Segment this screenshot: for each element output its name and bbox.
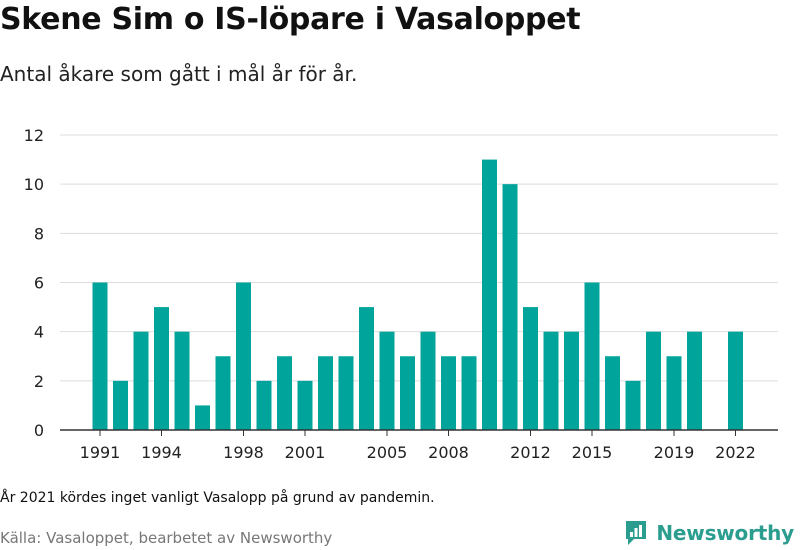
x-tick-label: 2008: [428, 443, 469, 462]
bar: [482, 159, 497, 431]
bar: [133, 331, 149, 430]
bar: [338, 356, 354, 430]
bar: [92, 282, 108, 430]
x-tick-label: 2019: [654, 443, 695, 462]
bar: [215, 356, 231, 430]
bar: [564, 331, 579, 430]
y-tick-label: 8: [34, 224, 44, 243]
chart-source: Källa: Vasaloppet, bearbetet av Newswort…: [0, 529, 333, 547]
x-axis-tick-labels: 1991 1994 1998 2001 2005 2008 2012 2015 2019 2022: [80, 430, 756, 462]
bar: [277, 356, 292, 430]
x-tick-label: 1991: [80, 443, 121, 462]
chart-subtitle: Antal åkare som gått i mål år för år.: [0, 62, 358, 86]
y-tick-label: 2: [34, 372, 44, 391]
bar: [359, 307, 374, 430]
bar: [625, 380, 641, 430]
brand-logo: Newsworthy: [624, 519, 794, 547]
bar: [256, 380, 272, 430]
bar: [666, 356, 682, 430]
bar: [379, 331, 395, 430]
x-tick-label: 2015: [572, 443, 613, 462]
bar: [502, 184, 518, 430]
bar: [584, 282, 600, 430]
y-tick-label: 6: [34, 274, 44, 293]
y-tick-label: 10: [24, 175, 44, 194]
bar: [728, 331, 743, 430]
newsworthy-logo-icon: [626, 521, 647, 545]
chart-note: År 2021 kördes inget vanligt Vasalopp på…: [0, 490, 435, 506]
bar: [605, 356, 620, 430]
x-tick-label: 2022: [715, 443, 756, 462]
x-tick-label: 1998: [223, 443, 264, 462]
bar: [174, 331, 190, 430]
bar: [461, 356, 477, 430]
y-tick-label: 0: [34, 421, 44, 440]
y-tick-label: 12: [24, 126, 44, 145]
bar: [400, 356, 415, 430]
brand-name: Newsworthy: [656, 521, 794, 545]
bar: [113, 380, 128, 430]
bar-chart: 0 2 4 6 8 10 12 1991 1994 1998 2001 2005 2008 2012 20…: [24, 126, 778, 462]
bar: [543, 331, 559, 430]
bar: [523, 307, 538, 430]
x-tick-label: 2012: [510, 443, 551, 462]
bar: [420, 331, 436, 430]
bar: [297, 380, 313, 430]
bar: [236, 282, 251, 430]
chart-title: Skene Sim o IS-löpare i Vasaloppet: [0, 2, 581, 37]
y-tick-label: 4: [34, 323, 44, 342]
bars: [92, 159, 743, 431]
bar: [154, 307, 169, 430]
x-tick-label: 2001: [285, 443, 326, 462]
x-tick-label: 1994: [141, 443, 182, 462]
y-axis-tick-labels: 0 2 4 6 8 10 12: [24, 126, 44, 440]
bar: [195, 405, 210, 430]
bar: [646, 331, 661, 430]
bar: [687, 331, 702, 430]
x-tick-label: 2005: [367, 443, 408, 462]
bar: [318, 356, 333, 430]
bar: [441, 356, 456, 430]
